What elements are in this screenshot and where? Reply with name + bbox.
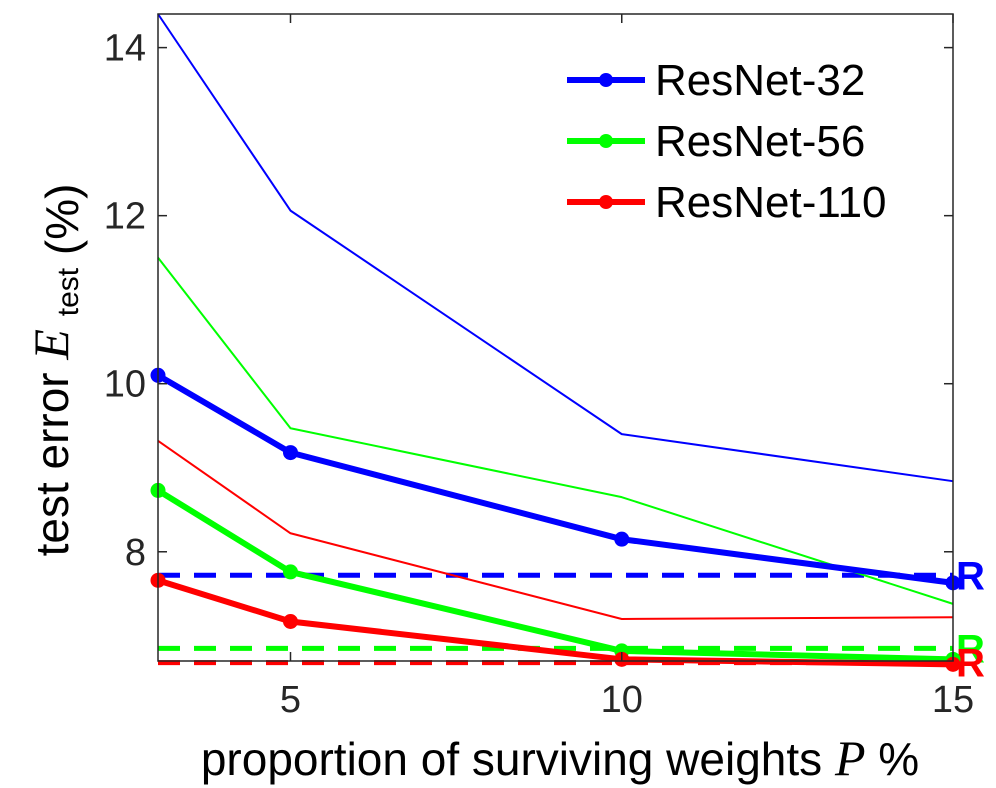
axes <box>157 13 954 662</box>
y-axis-label-var: E <box>23 329 79 361</box>
legend-marker-resnet-32 <box>599 73 613 87</box>
legend-marker-resnet-56 <box>599 134 613 148</box>
thin-series-line-series-4 <box>157 257 954 605</box>
series-line-resnet-32 <box>156 372 954 586</box>
reference-label-0: R <box>956 554 985 598</box>
x-axis-label-text: proportion of surviving weights <box>201 733 822 785</box>
thin-series-line-series-5 <box>157 440 954 620</box>
y-tick-label: 10 <box>104 364 146 406</box>
reference-label-2: R <box>956 642 985 686</box>
legend-marker-resnet-110 <box>599 195 613 209</box>
tick-labels: 5 10 15 8 10 12 14 <box>104 28 974 721</box>
y-tick-label: 8 <box>125 532 146 574</box>
data-point-resnet-56 <box>283 564 298 580</box>
y-axis-label-unit: (%) <box>36 184 88 256</box>
x-axis-label-var: P <box>834 730 866 786</box>
data-point-resnet-32 <box>283 445 298 461</box>
thin-series-lines <box>157 13 954 620</box>
x-tick-label: 5 <box>280 679 301 721</box>
x-axis-label-unit: % <box>878 733 919 785</box>
legend: ResNet-32 ResNet-56 ResNet-110 <box>567 56 887 227</box>
data-point-resnet-110 <box>283 614 298 630</box>
x-tick-label: 15 <box>932 679 974 721</box>
legend-label-resnet-32: ResNet-32 <box>655 56 865 105</box>
legend-label-resnet-56: ResNet-56 <box>655 117 865 166</box>
data-point-resnet-32 <box>614 531 630 547</box>
y-axis-label: test error E test (%) <box>23 184 88 557</box>
thin-series-line-series-3 <box>157 13 954 483</box>
y-tick-label: 14 <box>104 28 146 70</box>
y-tick-label: 12 <box>104 196 146 238</box>
reference-label-1: R <box>956 627 985 671</box>
y-axis-label-sub: test <box>52 267 85 316</box>
legend-label-resnet-110: ResNet-110 <box>655 178 887 227</box>
series-line-resnet-110 <box>157 577 954 668</box>
x-axis-label: proportion of surviving weights P % <box>201 730 919 786</box>
x-tick-label: 10 <box>601 679 643 721</box>
plot-frame <box>157 13 954 662</box>
series-line-resnet-56 <box>156 487 954 663</box>
y-axis-label-text: test error <box>26 372 78 556</box>
